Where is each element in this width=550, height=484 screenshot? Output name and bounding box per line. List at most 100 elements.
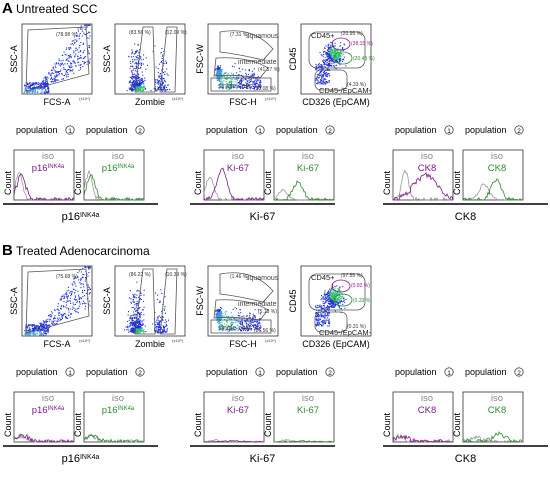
scatter-point — [336, 302, 338, 304]
scatter-point — [73, 36, 75, 38]
scatter-point — [137, 329, 139, 331]
scatter-point — [161, 87, 163, 89]
scatter-point — [326, 62, 328, 64]
scatter-point — [337, 298, 339, 300]
scatter-point — [332, 300, 334, 302]
scatter-point — [218, 76, 220, 78]
gate-percent: (20.95 %) — [341, 31, 363, 37]
scatter-point — [231, 84, 233, 86]
scatter-point — [161, 89, 163, 91]
scatter-point — [253, 324, 255, 326]
group-label: CK8 — [455, 211, 476, 223]
scatter-point — [43, 82, 45, 84]
scatter-point — [322, 312, 324, 314]
scatter-point — [140, 80, 142, 82]
scatter-point — [43, 329, 45, 331]
scatter-point — [135, 63, 137, 65]
scatter-point — [135, 331, 137, 333]
scatter-point — [161, 327, 163, 329]
scatter-point — [28, 82, 30, 84]
scatter-point — [67, 69, 69, 71]
scatter-point — [41, 322, 43, 324]
scatter-point — [75, 308, 77, 310]
scatter-point — [328, 296, 330, 298]
scatter-point — [145, 331, 147, 333]
scatter-point — [219, 69, 221, 71]
scatter-point — [34, 91, 36, 93]
scatter-point — [254, 83, 256, 85]
scatter-point — [55, 79, 57, 81]
scatter-point — [129, 60, 131, 62]
y-axis-label: Count — [73, 171, 83, 196]
scatter-point — [138, 308, 140, 310]
scatter-point — [72, 44, 74, 46]
scatter-point — [31, 88, 33, 90]
scatter-point — [34, 333, 36, 335]
scatter-point — [83, 286, 85, 288]
scatter-point — [88, 286, 90, 288]
scatter-point — [141, 320, 143, 322]
scatter-point — [161, 331, 163, 333]
scatter-point — [60, 69, 62, 71]
scatter-point — [33, 82, 35, 84]
scatter-point — [234, 307, 236, 309]
scatter-point — [51, 69, 53, 71]
scatter-point — [44, 330, 46, 332]
scatter-point — [88, 46, 90, 48]
scatter-point — [327, 299, 329, 301]
scatter-point — [82, 58, 84, 60]
gate-percent: (0.82 %) — [351, 283, 370, 289]
scatter-point — [156, 327, 158, 329]
scatter-point — [74, 296, 76, 298]
scatter-point — [133, 80, 135, 82]
scatter-point — [334, 61, 336, 63]
scatter-point — [320, 299, 322, 301]
scatter-point — [326, 82, 328, 84]
scatter-point — [339, 61, 341, 63]
scatter-point — [139, 79, 141, 81]
scatter-point — [131, 319, 133, 321]
scatter-point — [31, 90, 33, 92]
scatter-point — [342, 59, 344, 61]
scatter-point — [326, 53, 328, 55]
population-number: 1 — [68, 370, 72, 377]
scatter-point — [139, 322, 141, 324]
scatter-point — [257, 87, 259, 89]
scatter-point — [46, 321, 48, 323]
scatter-point — [254, 86, 256, 88]
scatter-point — [254, 315, 256, 317]
scatter-point — [142, 80, 144, 82]
scatter-point — [161, 58, 163, 60]
scatter-point — [248, 84, 250, 86]
scatter-point — [330, 45, 332, 47]
scatter-point — [42, 89, 44, 91]
scatter-point — [88, 37, 90, 39]
scatter-point — [260, 325, 262, 327]
scatter-point — [28, 324, 30, 326]
scatter-point — [235, 326, 237, 328]
scatter-point — [258, 79, 260, 81]
scatter-point — [238, 317, 240, 319]
scatter-point — [338, 288, 340, 290]
scatter-point — [220, 310, 222, 312]
scatter-point — [80, 67, 82, 69]
scatter-point — [135, 68, 137, 70]
scatter-point — [232, 322, 234, 324]
scatter-point — [243, 327, 245, 329]
scatter-point — [329, 303, 331, 305]
scatter-point — [165, 89, 167, 91]
scatter-point — [220, 83, 222, 85]
scatter-point — [337, 55, 339, 57]
scatter-point — [331, 55, 333, 57]
scatter-point — [252, 316, 254, 318]
scatter-point — [137, 327, 139, 329]
scatter-point — [166, 324, 168, 326]
scatter-point — [254, 80, 256, 82]
panel-a: A Untreated SCC(78.98 %)FCS-ASSC-A(x10⁴)(… — [2, 0, 548, 223]
population-number-circle — [135, 125, 145, 135]
y-axis-label: Count — [263, 413, 273, 438]
scatter-point — [335, 48, 337, 50]
scatter-point — [230, 323, 232, 325]
scatter-point — [137, 90, 139, 92]
scatter-point — [48, 324, 50, 326]
